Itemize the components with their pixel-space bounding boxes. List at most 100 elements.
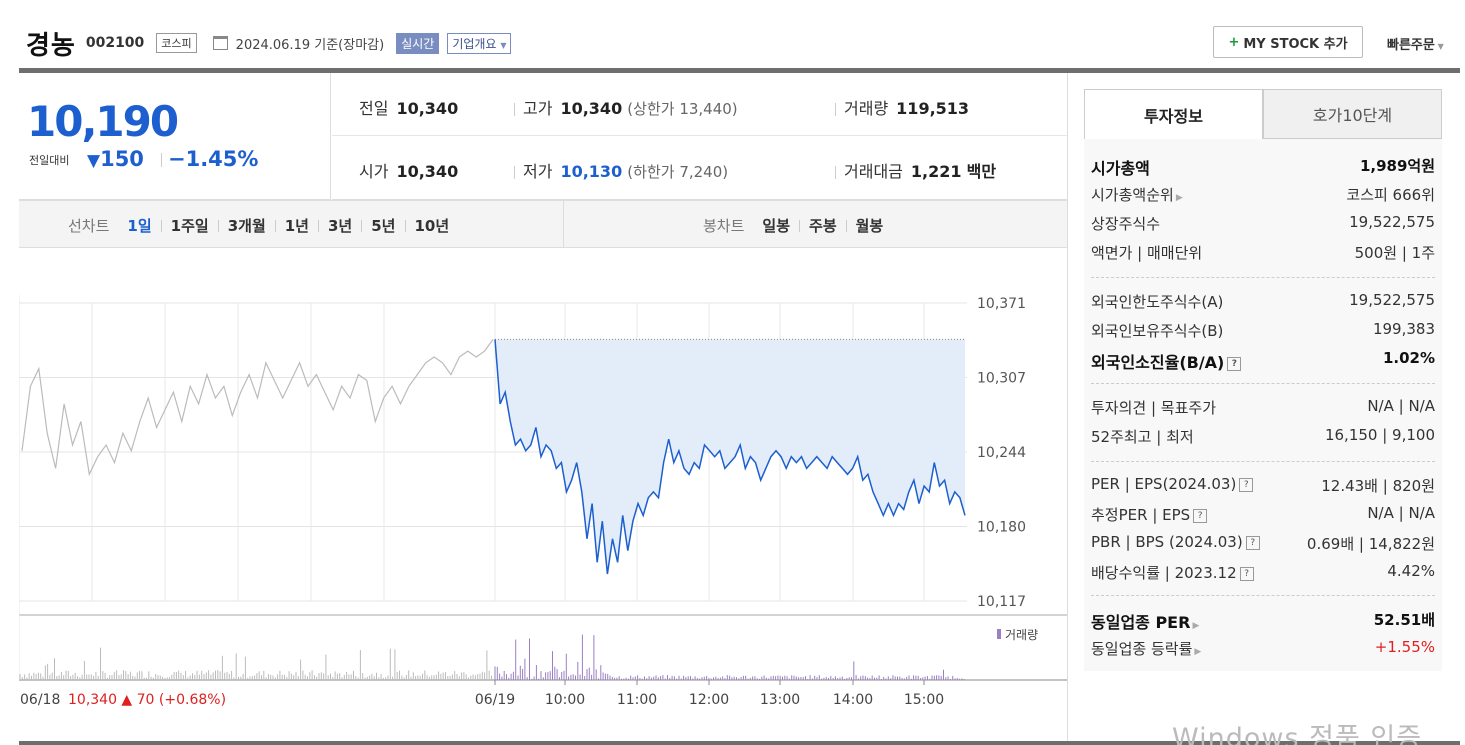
info-value: 1.02% <box>1382 349 1435 367</box>
prev-day-info: 10,340 ▲ 70 (+0.68%) <box>68 692 226 708</box>
info-key-text: PBR | BPS (2024.03) <box>1091 533 1243 551</box>
line-tab[interactable]: 1년 <box>284 217 309 235</box>
activation-watermark: Windows 정품 인증 <box>1172 723 1423 745</box>
amount-unit: 백만 <box>966 162 997 181</box>
info-key-text: 투자의견 | 목표주가 <box>1091 399 1216 417</box>
separator <box>845 219 847 232</box>
info-key-text: 외국인한도주식수(A) <box>1091 293 1224 311</box>
line-chart-tabs: 선차트 1일 1주일 3개월 1년 3년 5년 10년 <box>68 215 449 236</box>
info-value: +1.55% <box>1374 638 1435 656</box>
info-row: 동일업종 등락률 ▶ +1.55% <box>1091 638 1435 666</box>
prev-day-line <box>21 339 494 477</box>
low-label: 저가 <box>523 162 553 181</box>
line-tab[interactable]: 10년 <box>414 217 450 235</box>
current-price: 10,190 <box>27 97 179 146</box>
tab-order-book[interactable]: 호가10단계 <box>1263 89 1442 139</box>
separator <box>274 219 276 232</box>
info-row: 시가총액순위 ▶ 코스피 666위 <box>1091 184 1435 212</box>
date-label: 2024.06.19 기준(장마감) <box>235 37 385 53</box>
candle-tab[interactable]: 월봉 <box>855 217 884 235</box>
tab-investment-info[interactable]: 투자정보 <box>1084 89 1263 139</box>
info-value: 19,522,575 <box>1349 291 1435 309</box>
info-key: 배당수익률 | 2023.12? <box>1091 562 1254 583</box>
info-key-text: 상장주식수 <box>1091 215 1161 233</box>
separator <box>404 219 406 232</box>
right-tabs: 투자정보 호가10단계 <box>1084 89 1442 139</box>
quick-order-label: 빠른주문 <box>1387 38 1435 53</box>
intraday-chart[interactable]: 10,371 10,307 10,244 10,180 10,117 거래량 06/19 10… <box>19 248 1067 738</box>
info-value: N/A | N/A <box>1367 504 1435 522</box>
stock-name: 경농 <box>26 30 76 61</box>
bottom-divider <box>19 741 1460 745</box>
help-icon[interactable]: ? <box>1193 508 1208 523</box>
arrow-right-icon[interactable]: ▶ <box>1192 621 1200 631</box>
help-icon[interactable]: ? <box>1239 477 1254 492</box>
prev-day-label: 06/18 <box>20 692 60 708</box>
y-tick-label: 10,117 <box>977 594 1026 610</box>
info-key-text: 동일업종 PER <box>1091 613 1191 632</box>
change-percent: −1.45% <box>161 147 258 171</box>
info-row: 배당수익률 | 2023.12? 4.42% <box>1091 562 1435 590</box>
candle-tab[interactable]: 일봉 <box>762 217 791 235</box>
arrow-right-icon[interactable]: ▶ <box>1175 193 1183 203</box>
section-divider <box>1091 595 1435 596</box>
upper-limit: (상한가 13,440) <box>627 100 738 118</box>
help-icon[interactable]: ? <box>1239 566 1254 581</box>
change-pct-value: −1.45% <box>168 147 259 171</box>
info-key-text: 외국인보유주식수(B) <box>1091 322 1224 340</box>
stock-code: 002100 <box>85 35 145 51</box>
info-key-text: 배당수익률 | 2023.12 <box>1091 564 1237 582</box>
info-key: PBR | BPS (2024.03)? <box>1091 533 1260 551</box>
y-tick-label: 10,244 <box>977 445 1026 461</box>
info-key: 외국인한도주식수(A) <box>1091 291 1223 312</box>
quick-order-button[interactable]: 빠른주문 ▼ <box>1387 34 1444 53</box>
top-divider <box>19 68 1460 73</box>
period-tabs-bar: 선차트 1일 1주일 3개월 1년 3년 5년 10년 봉차트 일봉 주봉 월봉 <box>19 200 1067 248</box>
line-tab[interactable]: 1일 <box>127 217 152 235</box>
info-value: 16,150 | 9,100 <box>1324 426 1435 444</box>
info-key: PER | EPS(2024.03)? <box>1091 475 1254 493</box>
chevron-down-icon: ▼ <box>1434 42 1444 51</box>
separator <box>514 103 515 116</box>
info-key: 상장주식수 <box>1091 213 1160 234</box>
info-row: 추정PER | EPS? N/A | N/A <box>1091 504 1435 532</box>
high-label: 고가 <box>523 99 553 118</box>
quote-info-table: 전일 10,340 고가 10,340 (상한가 13,440) 거래량 119,51… <box>332 73 1067 200</box>
add-mystock-button[interactable]: + MY STOCK 추가 <box>1213 26 1363 58</box>
section-divider <box>1091 277 1435 278</box>
info-key-text: 시가총액 <box>1091 159 1150 178</box>
amount-cell: 거래대금 1,221 백만 <box>835 158 996 182</box>
chevron-down-icon: ▼ <box>500 40 507 50</box>
open-value: 10,340 <box>396 162 459 181</box>
help-icon[interactable]: ? <box>1227 356 1242 371</box>
section-divider <box>1091 383 1435 384</box>
prev-close-label: 전일 <box>359 99 389 118</box>
candle-tab[interactable]: 주봉 <box>809 217 837 235</box>
info-key-text: 추정PER | EPS <box>1091 506 1191 524</box>
info-key: 시가총액순위 ▶ <box>1091 184 1183 205</box>
line-tab[interactable]: 3개월 <box>227 217 266 235</box>
info-row: 투자의견 | 목표주가 N/A | N/A <box>1091 397 1435 425</box>
arrow-right-icon[interactable]: ▶ <box>1194 647 1202 657</box>
prev-close-cell: 전일 10,340 <box>359 95 458 119</box>
line-tab[interactable]: 1주일 <box>170 217 209 235</box>
candle-chart-tabs: 봉차트 일봉 주봉 월봉 <box>703 215 883 236</box>
info-row: 외국인소진율(B/A)? 1.02% <box>1091 349 1435 377</box>
company-overview-button[interactable]: 기업개요 ▼ <box>447 32 512 54</box>
separator <box>514 166 515 179</box>
line-tab[interactable]: 3년 <box>328 217 353 235</box>
info-value: 500원 | 1주 <box>1354 244 1435 262</box>
info-row: 외국인보유주식수(B) 199,383 <box>1091 320 1435 348</box>
price-panel: 10,190 전일대비 ▼150 −1.45% <box>19 73 331 200</box>
info-key-text: 시가총액순위 <box>1091 186 1174 204</box>
info-value: 4.42% <box>1387 562 1435 580</box>
stock-header: 경농 002100 코스피 2024.06.19 기준(장마감) 실시간 기업개… <box>26 26 512 61</box>
section-divider <box>1091 461 1435 462</box>
line-tab[interactable]: 5년 <box>371 217 396 235</box>
calendar-icon <box>212 36 228 50</box>
info-row: 상장주식수 19,522,575 <box>1091 213 1435 241</box>
separator <box>160 219 162 232</box>
help-icon[interactable]: ? <box>1245 535 1260 550</box>
realtime-button[interactable]: 실시간 <box>396 32 440 54</box>
separator <box>161 153 162 167</box>
